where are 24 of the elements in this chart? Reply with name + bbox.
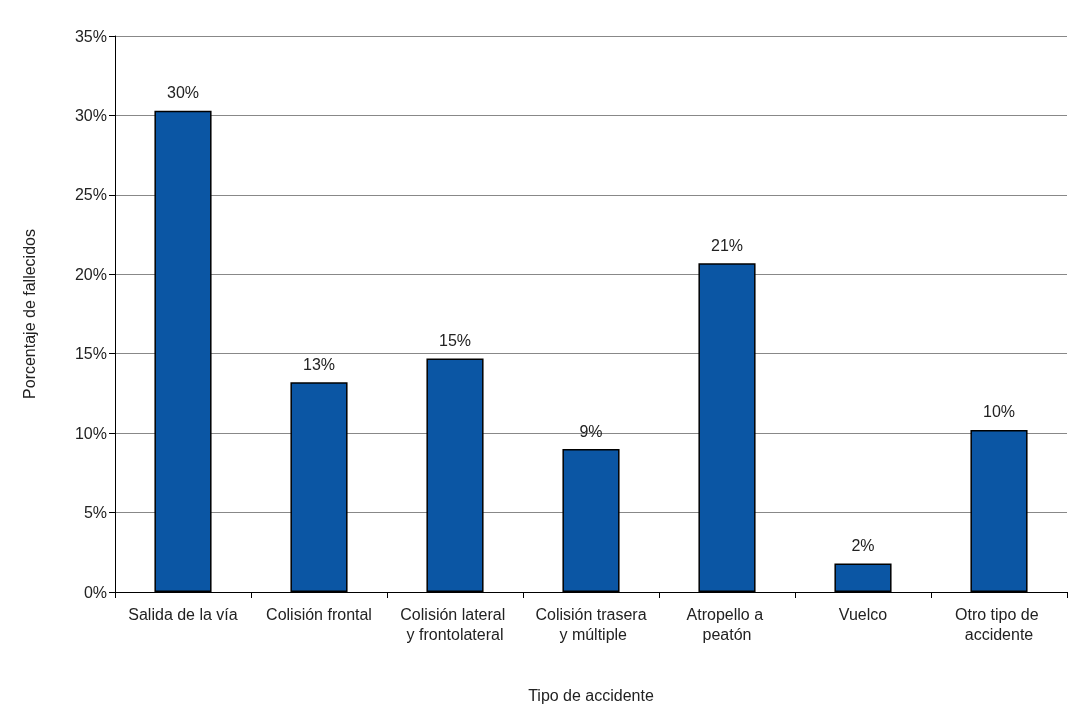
data-label: 13% bbox=[302, 355, 336, 373]
data-label: 21% bbox=[710, 236, 744, 254]
data-label: 30% bbox=[166, 84, 200, 102]
x-tick-label: Atropello a peatón bbox=[686, 605, 768, 643]
y-tick-label: 20% bbox=[74, 265, 107, 283]
y-axis-title: Porcentaje de fallecidos bbox=[20, 229, 38, 399]
x-tick-label: Colisión lateral y frontolateral bbox=[400, 605, 510, 643]
y-tick-label: 15% bbox=[74, 345, 107, 363]
y-tick-label: 30% bbox=[74, 106, 107, 124]
data-label: 10% bbox=[982, 403, 1016, 421]
x-tick-label: Otro tipo de accidente bbox=[954, 605, 1044, 643]
y-tick-label: 35% bbox=[74, 27, 107, 45]
y-tick-label: 5% bbox=[83, 504, 107, 522]
x-tick-label: Vuelco bbox=[838, 605, 888, 623]
y-tick-label: 0% bbox=[83, 583, 107, 601]
x-tick-label: Colisión frontal bbox=[266, 605, 372, 623]
y-tick-label: 10% bbox=[74, 424, 107, 442]
x-tick-label: Colisión trasera y múltiple bbox=[535, 605, 647, 643]
data-label: 9% bbox=[579, 422, 603, 440]
y-tick-label: 25% bbox=[74, 186, 107, 204]
x-tick-label: Salida de la vía bbox=[128, 605, 238, 623]
x-axis-title: Tipo de accidente bbox=[528, 686, 654, 704]
data-label: 15% bbox=[438, 331, 472, 349]
data-label: 2% bbox=[851, 536, 875, 554]
